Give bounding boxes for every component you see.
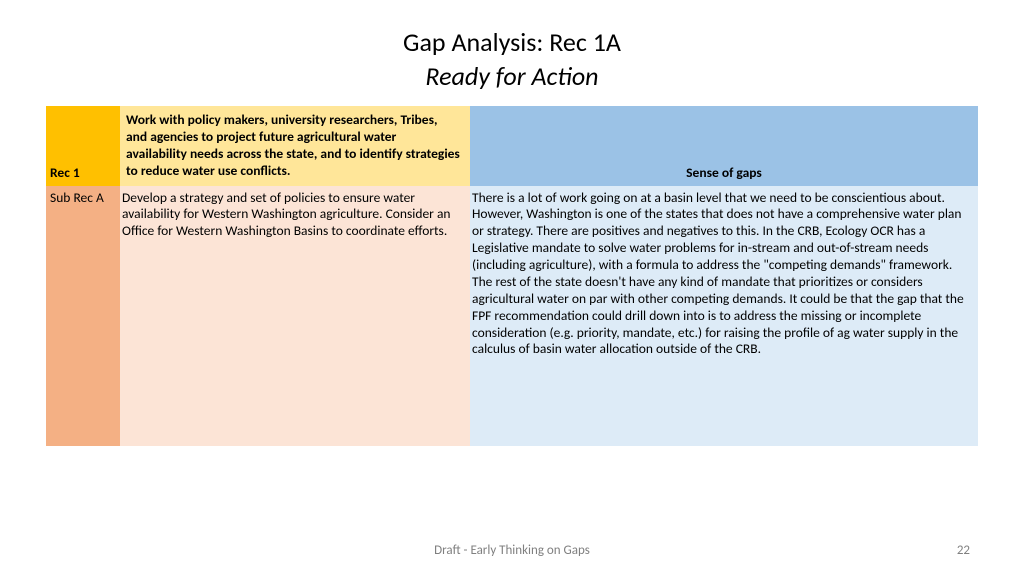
footer-text: Draft - Early Thinking on Gaps (0, 543, 1024, 558)
header-rec-description: Work with policy makers, university rese… (120, 106, 470, 186)
gap-text: There is a lot of work going on at a bas… (470, 186, 978, 446)
page-number: 22 (957, 543, 970, 558)
body-row: Sub Rec A Develop a strategy and set of … (46, 186, 978, 446)
title-line-1: Gap Analysis: Rec 1A (0, 26, 1024, 58)
title-block: Gap Analysis: Rec 1A Ready for Action (0, 0, 1024, 92)
title-line-2: Ready for Action (0, 60, 1024, 92)
sub-rec-description: Develop a strategy and set of policies t… (120, 186, 470, 446)
header-sense-of-gaps: Sense of gaps (470, 106, 978, 186)
header-row: Rec 1 Work with policy makers, universit… (46, 106, 978, 186)
gap-analysis-table: Rec 1 Work with policy makers, universit… (46, 106, 978, 446)
slide: Gap Analysis: Rec 1A Ready for Action Re… (0, 0, 1024, 576)
header-rec-label: Rec 1 (46, 106, 120, 186)
sub-rec-label: Sub Rec A (46, 186, 120, 446)
table: Rec 1 Work with policy makers, universit… (46, 106, 978, 446)
